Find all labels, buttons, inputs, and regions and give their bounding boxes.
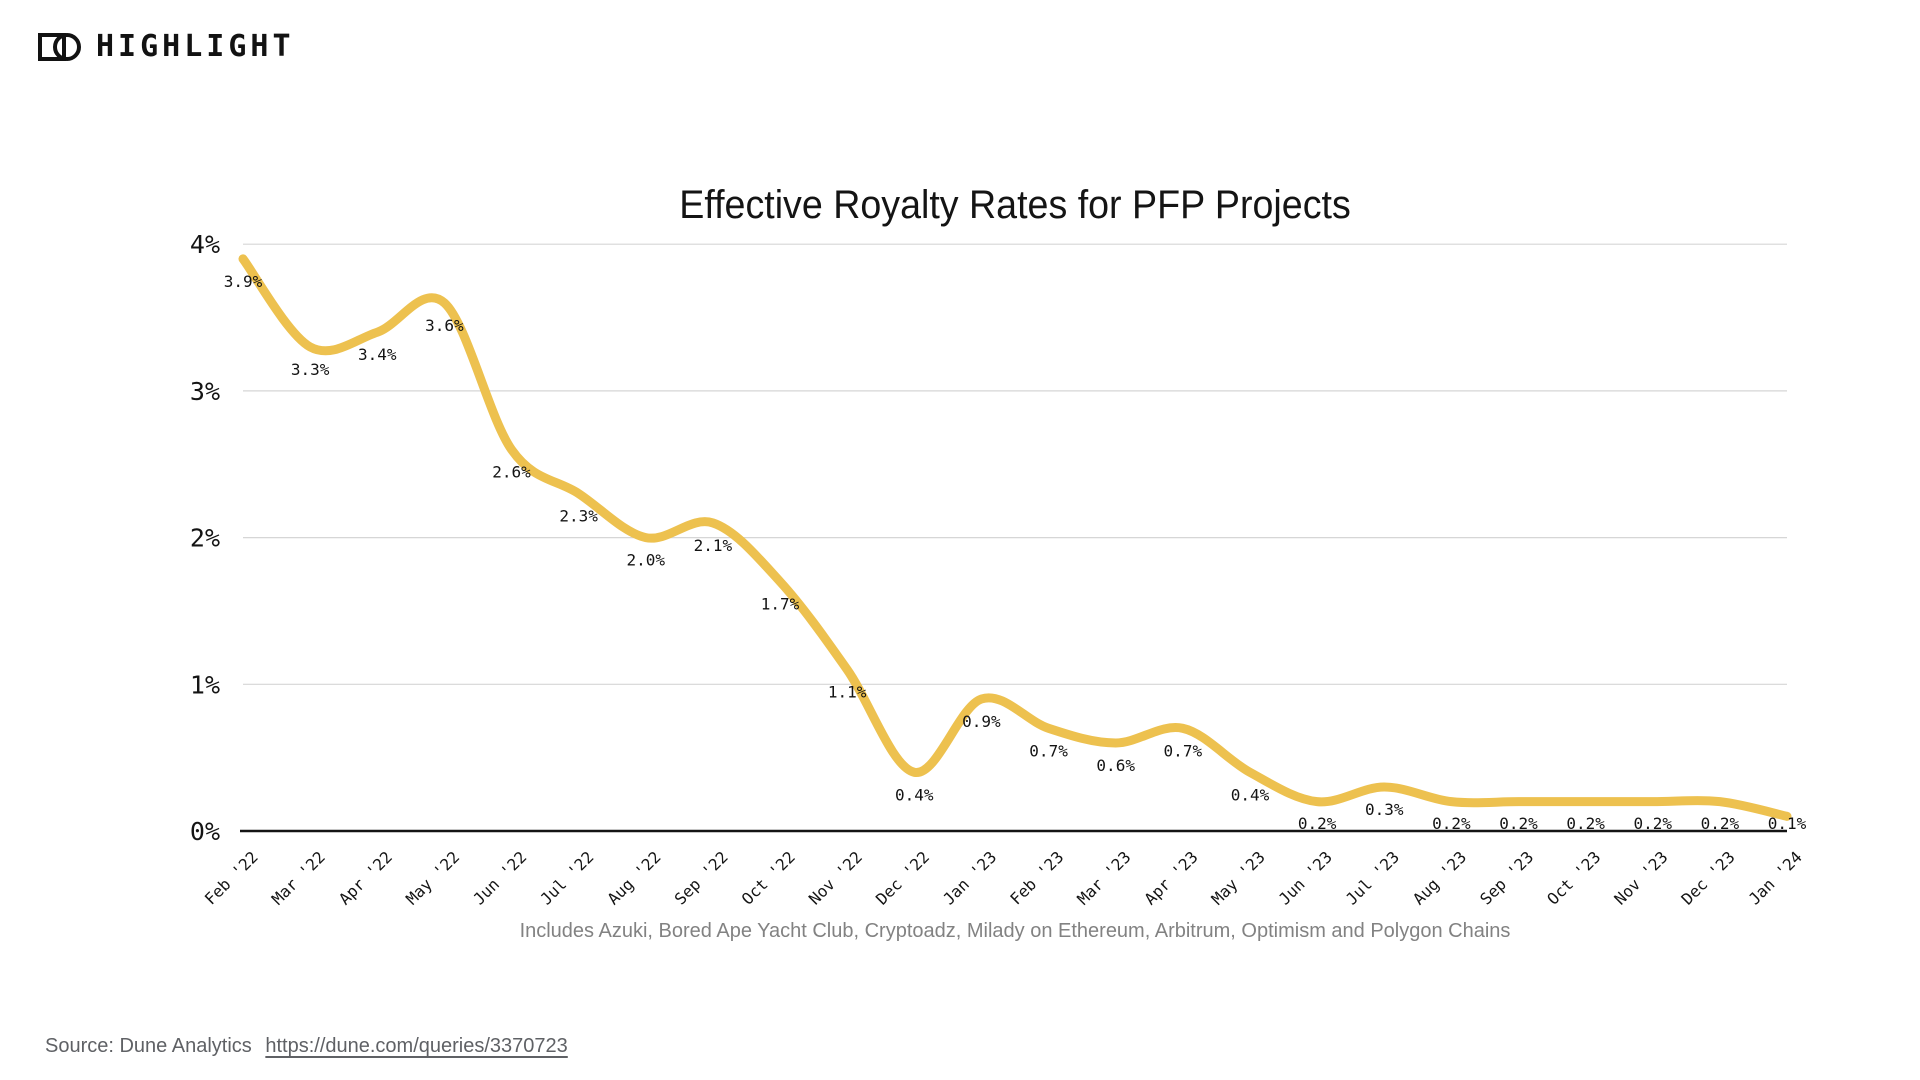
y-axis-tick-label: 3% <box>190 377 220 406</box>
chart-title: Effective Royalty Rates for PFP Projects <box>679 183 1351 227</box>
x-axis-tick-label: Oct '23 <box>1543 847 1604 908</box>
data-point-label: 2.0% <box>627 551 666 570</box>
data-point-label: 0.2% <box>1298 814 1337 833</box>
highlight-logo-text: HIGHLIGHT <box>96 29 295 64</box>
data-point-label: 0.1% <box>1768 814 1807 833</box>
x-axis-tick-label: Dec '22 <box>872 847 933 908</box>
x-axis-tick-label: Jun '23 <box>1275 847 1336 908</box>
data-point-label: 3.6% <box>425 316 464 335</box>
data-point-label: 0.2% <box>1499 814 1538 833</box>
data-point-label: 0.2% <box>1566 814 1605 833</box>
x-axis-tick-label: Jun '22 <box>469 847 530 908</box>
y-axis-tick-label: 1% <box>190 670 220 699</box>
x-axis-tick-label: Oct '22 <box>738 847 799 908</box>
x-axis-tick-label: Aug '23 <box>1409 847 1470 908</box>
highlight-logo-icon <box>38 33 81 61</box>
y-axis-tick-label: 2% <box>190 524 220 553</box>
x-axis-tick-label: Feb '23 <box>1006 847 1067 908</box>
x-axis-tick-label: Apr '22 <box>335 847 396 908</box>
data-point-label: 0.9% <box>962 712 1001 731</box>
x-axis-tick-label: Jan '24 <box>1745 847 1806 908</box>
x-axis-tick-label: Mar '22 <box>268 847 329 908</box>
data-point-label: 0.7% <box>1029 741 1068 760</box>
source-link[interactable]: https://dune.com/queries/3370723 <box>265 1035 568 1057</box>
data-point-label: 2.6% <box>492 463 531 482</box>
data-point-label: 0.4% <box>895 785 934 804</box>
x-axis-tick-label: Mar '23 <box>1073 847 1134 908</box>
brand-header: HIGHLIGHT <box>38 29 295 64</box>
x-axis-tick-label: Nov '23 <box>1610 847 1671 908</box>
x-axis-tick-label: Dec '23 <box>1678 847 1739 908</box>
x-axis-tick-label: Jan '23 <box>939 847 1000 908</box>
data-point-label: 3.3% <box>291 360 330 379</box>
data-point-label: 0.6% <box>1096 756 1135 775</box>
data-point-label: 0.2% <box>1432 814 1471 833</box>
source-line: Source: Dune Analytics https://dune.com/… <box>45 1035 568 1058</box>
x-axis-tick-label: Sep '22 <box>671 847 732 908</box>
royalty-rate-line <box>238 254 1792 821</box>
data-point-label: 0.4% <box>1231 785 1270 804</box>
data-point-label: 0.7% <box>1164 741 1203 760</box>
data-point-label: 3.9% <box>224 272 263 291</box>
data-point-label: 0.2% <box>1633 814 1672 833</box>
data-point-label: 3.4% <box>358 345 397 364</box>
x-axis-tick-label: Nov '22 <box>805 847 866 908</box>
x-axis-tick-label: Apr '23 <box>1141 847 1202 908</box>
x-axis-tick-label: Sep '23 <box>1476 847 1537 908</box>
data-point-label: 1.1% <box>828 683 867 702</box>
data-point-label: 0.3% <box>1365 800 1404 819</box>
x-axis-tick-label: Jul '23 <box>1342 847 1403 908</box>
source-label: Source: Dune Analytics <box>45 1035 252 1057</box>
x-axis-tick-label: Feb '22 <box>201 847 262 908</box>
data-point-label: 2.1% <box>694 536 733 555</box>
x-axis-tick-label: May '22 <box>402 847 463 908</box>
data-point-label: 0.2% <box>1701 814 1740 833</box>
data-point-label: 2.3% <box>559 507 598 526</box>
data-point-label: 1.7% <box>761 595 800 614</box>
x-axis-tick-label: Jul '22 <box>536 847 597 908</box>
y-axis-tick-label: 4% <box>190 230 220 259</box>
x-axis-tick-label: Aug '22 <box>603 847 664 908</box>
x-axis-tick-label: May '23 <box>1208 847 1269 908</box>
chart-footnote: Includes Azuki, Bored Ape Yacht Club, Cr… <box>519 920 1511 942</box>
y-axis-tick-label: 0% <box>190 817 220 846</box>
